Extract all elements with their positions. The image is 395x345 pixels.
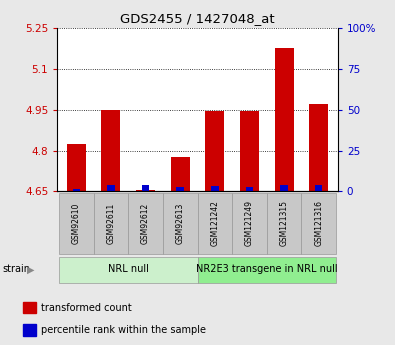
Text: GDS2455 / 1427048_at: GDS2455 / 1427048_at — [120, 12, 275, 25]
Bar — [142, 186, 149, 191]
Text: GSM92612: GSM92612 — [141, 203, 150, 244]
Text: ▶: ▶ — [27, 264, 34, 274]
Bar — [177, 187, 184, 191]
Text: strain: strain — [2, 264, 30, 274]
Bar — [309, 104, 328, 191]
Bar — [301, 193, 336, 254]
Bar — [315, 186, 322, 191]
Bar — [23, 324, 36, 336]
Bar — [128, 193, 163, 254]
Bar — [240, 111, 259, 191]
Bar — [280, 185, 288, 191]
Bar — [198, 193, 232, 254]
Bar — [275, 48, 293, 191]
Bar — [107, 185, 115, 191]
Bar — [94, 193, 128, 254]
Bar — [136, 190, 155, 191]
Text: NRL null: NRL null — [108, 264, 149, 274]
Bar — [59, 193, 94, 254]
Bar — [267, 193, 301, 254]
Text: GSM121249: GSM121249 — [245, 200, 254, 246]
Bar — [67, 144, 86, 191]
Text: GSM92610: GSM92610 — [72, 203, 81, 244]
Bar — [163, 193, 198, 254]
Bar — [198, 257, 336, 283]
Text: GSM92611: GSM92611 — [106, 203, 115, 244]
Bar — [102, 109, 120, 191]
Text: GSM92613: GSM92613 — [176, 203, 185, 244]
Bar — [246, 187, 253, 191]
Text: GSM121315: GSM121315 — [280, 200, 289, 246]
Bar — [211, 186, 218, 191]
Bar — [205, 111, 224, 191]
Bar — [232, 193, 267, 254]
Bar — [171, 157, 190, 191]
Text: percentile rank within the sample: percentile rank within the sample — [41, 325, 205, 335]
Bar — [23, 302, 36, 313]
Bar — [59, 257, 197, 283]
Text: GSM121316: GSM121316 — [314, 200, 323, 246]
Text: transformed count: transformed count — [41, 303, 131, 313]
Text: NR2E3 transgene in NRL null: NR2E3 transgene in NRL null — [196, 264, 338, 274]
Bar — [73, 189, 80, 191]
Text: GSM121242: GSM121242 — [210, 200, 219, 246]
